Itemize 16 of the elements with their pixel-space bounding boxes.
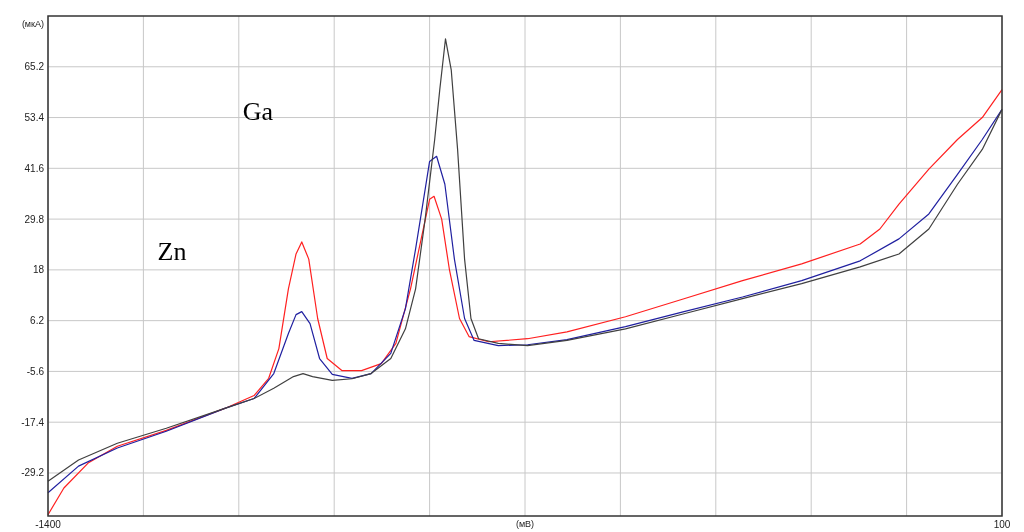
line-series: [47, 38, 1003, 482]
y-axis-title: (мкА): [21, 19, 44, 29]
y-tick-label: 65.2: [24, 61, 45, 73]
annotation: Zn: [157, 237, 187, 267]
y-tick-label: 41.6: [24, 162, 45, 174]
y-tick-label: -17.4: [21, 416, 45, 428]
x-tick-label: -1400: [35, 518, 62, 530]
x-axis-title: (мВ): [515, 519, 535, 530]
x-tick-label: 100: [993, 518, 1011, 530]
y-tick-label: 53.4: [24, 112, 45, 124]
annotation: Ga: [242, 97, 274, 127]
y-tick-label: 18: [32, 264, 45, 276]
y-tick-label: 29.8: [24, 213, 45, 225]
y-tick-label: -29.2: [21, 467, 45, 479]
y-tick-label: -5.6: [26, 365, 45, 377]
y-tick-label: 6.2: [30, 315, 45, 327]
